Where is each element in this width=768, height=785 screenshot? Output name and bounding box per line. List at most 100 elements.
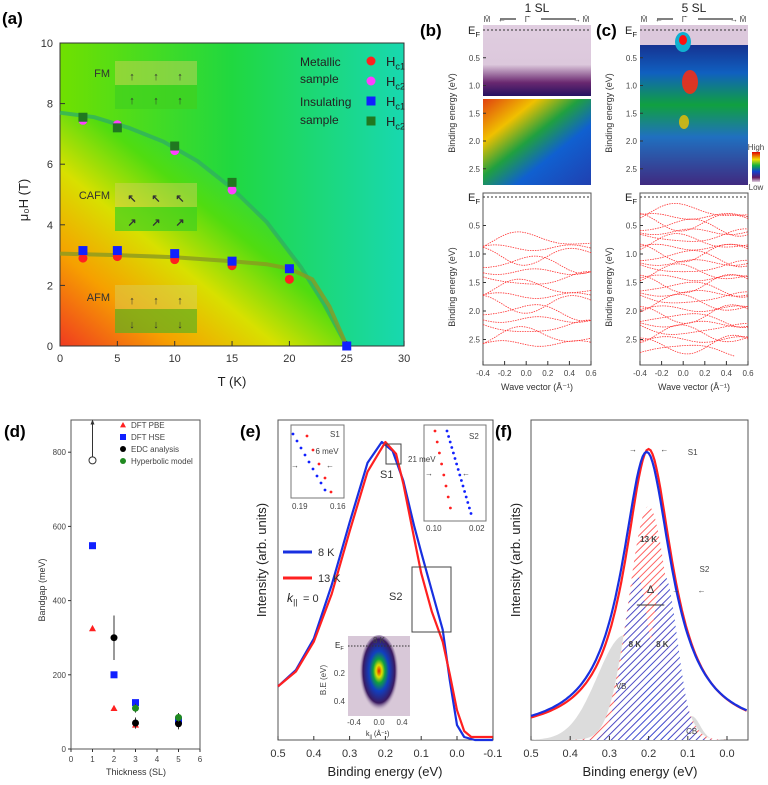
vb-label: VB: [616, 682, 627, 691]
inset-s2-dot-13k: [440, 462, 443, 466]
x-tick-label: 10: [169, 353, 181, 365]
legend-insulating-line2: sample: [300, 113, 339, 127]
x-tick-label: -0.1: [483, 748, 502, 760]
inset-s2-dot-8k: [461, 484, 465, 488]
data-point-dft-pbe: [110, 704, 118, 711]
dft-band-line: [639, 259, 749, 266]
dft-band-line: [482, 294, 592, 314]
k-parallel-label: k||: [287, 591, 297, 607]
ylabel: Binding energy (eV): [447, 73, 457, 153]
data-point-insulating-hc1: [112, 246, 122, 256]
ylabel: Binding energy (eV): [447, 247, 457, 327]
x-tick-label: 0.2: [378, 748, 393, 760]
data-point-insulating-hc1: [227, 256, 237, 266]
inset-xtick: 0.0: [373, 718, 385, 727]
panel-c-gamma-peak: [679, 35, 687, 45]
data-point-dft-hse: [110, 671, 118, 679]
inset-xlabel: k|| (Å⁻¹): [366, 729, 389, 740]
y-tick-label: 1.5: [469, 109, 481, 118]
inset-s2-dot-13k: [446, 495, 450, 499]
panel-a-afm-cafm-region: [60, 112, 347, 346]
panel-b-1sl: 1 SL: [482, 1, 592, 366]
x-tick-label: 0.4: [306, 748, 321, 760]
inset-s1-dot-8k: [303, 453, 307, 457]
k-point-label: Γ̄: [525, 15, 531, 24]
dft-band-line: [639, 213, 749, 220]
arrow-left-icon: ←: [498, 15, 506, 24]
fit-curve-8K: [530, 450, 748, 717]
ef-label: EF: [468, 25, 480, 39]
panel-b-dft-frame: [482, 192, 592, 366]
k-value: = 0: [303, 593, 319, 605]
spin-arrow-icon: ↑: [153, 295, 159, 307]
y-tick-label: 800: [53, 448, 67, 457]
data-point-insulating-hc1: [284, 264, 294, 274]
panel-a-ylabel: μ₀H (T): [16, 179, 31, 222]
inset-s1-dot-13k: [305, 434, 309, 438]
inset-s1-dot-8k: [323, 488, 327, 492]
data-point-dft-hse: [132, 699, 139, 707]
y-tick-label: 0.5: [469, 222, 481, 231]
legend-metallic-line1: Metallic: [300, 55, 341, 69]
spin-arrow-icon: ↑: [153, 95, 159, 107]
delta-label: Δ: [647, 584, 655, 596]
data-point-insulating-hc2: [78, 112, 88, 122]
dft-band-line: [482, 271, 592, 285]
xlabel: Wave vector (Å⁻¹): [658, 382, 730, 392]
y-tick-label: 8: [47, 99, 53, 111]
dft-band-line: [482, 292, 592, 299]
x-tick-label: 0.6: [742, 369, 754, 378]
y-tick-label: 2: [47, 280, 53, 292]
edc-curve-13K: [277, 440, 493, 739]
data-point-dft-pbe: [89, 624, 96, 632]
arrow-left-icon: ←: [326, 461, 334, 470]
ylabel: Binding energy (eV): [604, 247, 614, 327]
inset-s2-dot-8k: [460, 479, 463, 482]
spin-arrow-icon: ↑: [177, 95, 183, 107]
panel-e-xlabel: Binding energy (eV): [328, 764, 443, 779]
inset-xtick: -0.4: [347, 718, 361, 727]
y-tick-label: 10: [41, 38, 53, 50]
x-tick-label: 0.0: [521, 369, 533, 378]
inset-s2-dot-8k: [469, 512, 473, 515]
inset-s2-dot-13k: [438, 451, 441, 455]
panel-d-ylabel: Bandgap (meV): [37, 558, 47, 621]
inset-arpes-band: [359, 635, 399, 715]
x-tick-label: 0.5: [523, 748, 538, 760]
inset-s1-dot-8k: [315, 474, 319, 478]
inset-xlabel-unit: (Å⁻¹): [372, 729, 389, 738]
inset-s2-dot-8k: [468, 506, 471, 510]
legend-label-1-sub: c2: [395, 81, 405, 91]
legend-marker-3: [366, 116, 376, 126]
k-parallel-label-sub: ||: [293, 597, 297, 607]
panel-a-legend: Metallic sample Insulating sample Hc1Hc2…: [300, 54, 405, 131]
x-tick-label: 30: [398, 353, 410, 365]
dft-band-line: [482, 326, 592, 344]
inset-ef-label: EF: [335, 641, 344, 652]
y-tick-label: 400: [53, 597, 67, 606]
dft-band-line: [482, 244, 592, 252]
box-s2: [411, 566, 452, 633]
lower-bound-open-circle: [88, 456, 97, 465]
panel-d-xlabel: Thickness (SL): [106, 767, 166, 777]
dft-band-line: [639, 281, 749, 298]
panel-label-f: (f): [495, 422, 512, 441]
panel-c-arpes: [640, 25, 748, 185]
legend-label: DFT PBE: [131, 421, 165, 430]
data-point-insulating-hc1: [78, 246, 88, 256]
spin-arrow-icon: ↓: [177, 319, 183, 331]
inset-s2-dot-13k: [433, 429, 437, 433]
s2-label: S2: [700, 565, 710, 574]
dft-band-line: [639, 344, 736, 357]
inset-s1-dot-8k: [291, 432, 295, 436]
dft-band-line: [639, 336, 749, 343]
inset-s1-dot-8k: [311, 467, 315, 471]
colorbar-low: Low: [749, 183, 764, 192]
legend-label: EDC analysis: [131, 445, 179, 454]
spin-arrow-icon: ↑: [129, 295, 135, 307]
inset-ytick: 0.2: [334, 669, 346, 678]
spin-arrow-icon: ↓: [153, 319, 159, 331]
inset-s1-dot-13k: [311, 448, 315, 452]
colorbar-high: High: [748, 143, 764, 152]
panel-f-xlabel: Binding energy (eV): [583, 764, 698, 779]
